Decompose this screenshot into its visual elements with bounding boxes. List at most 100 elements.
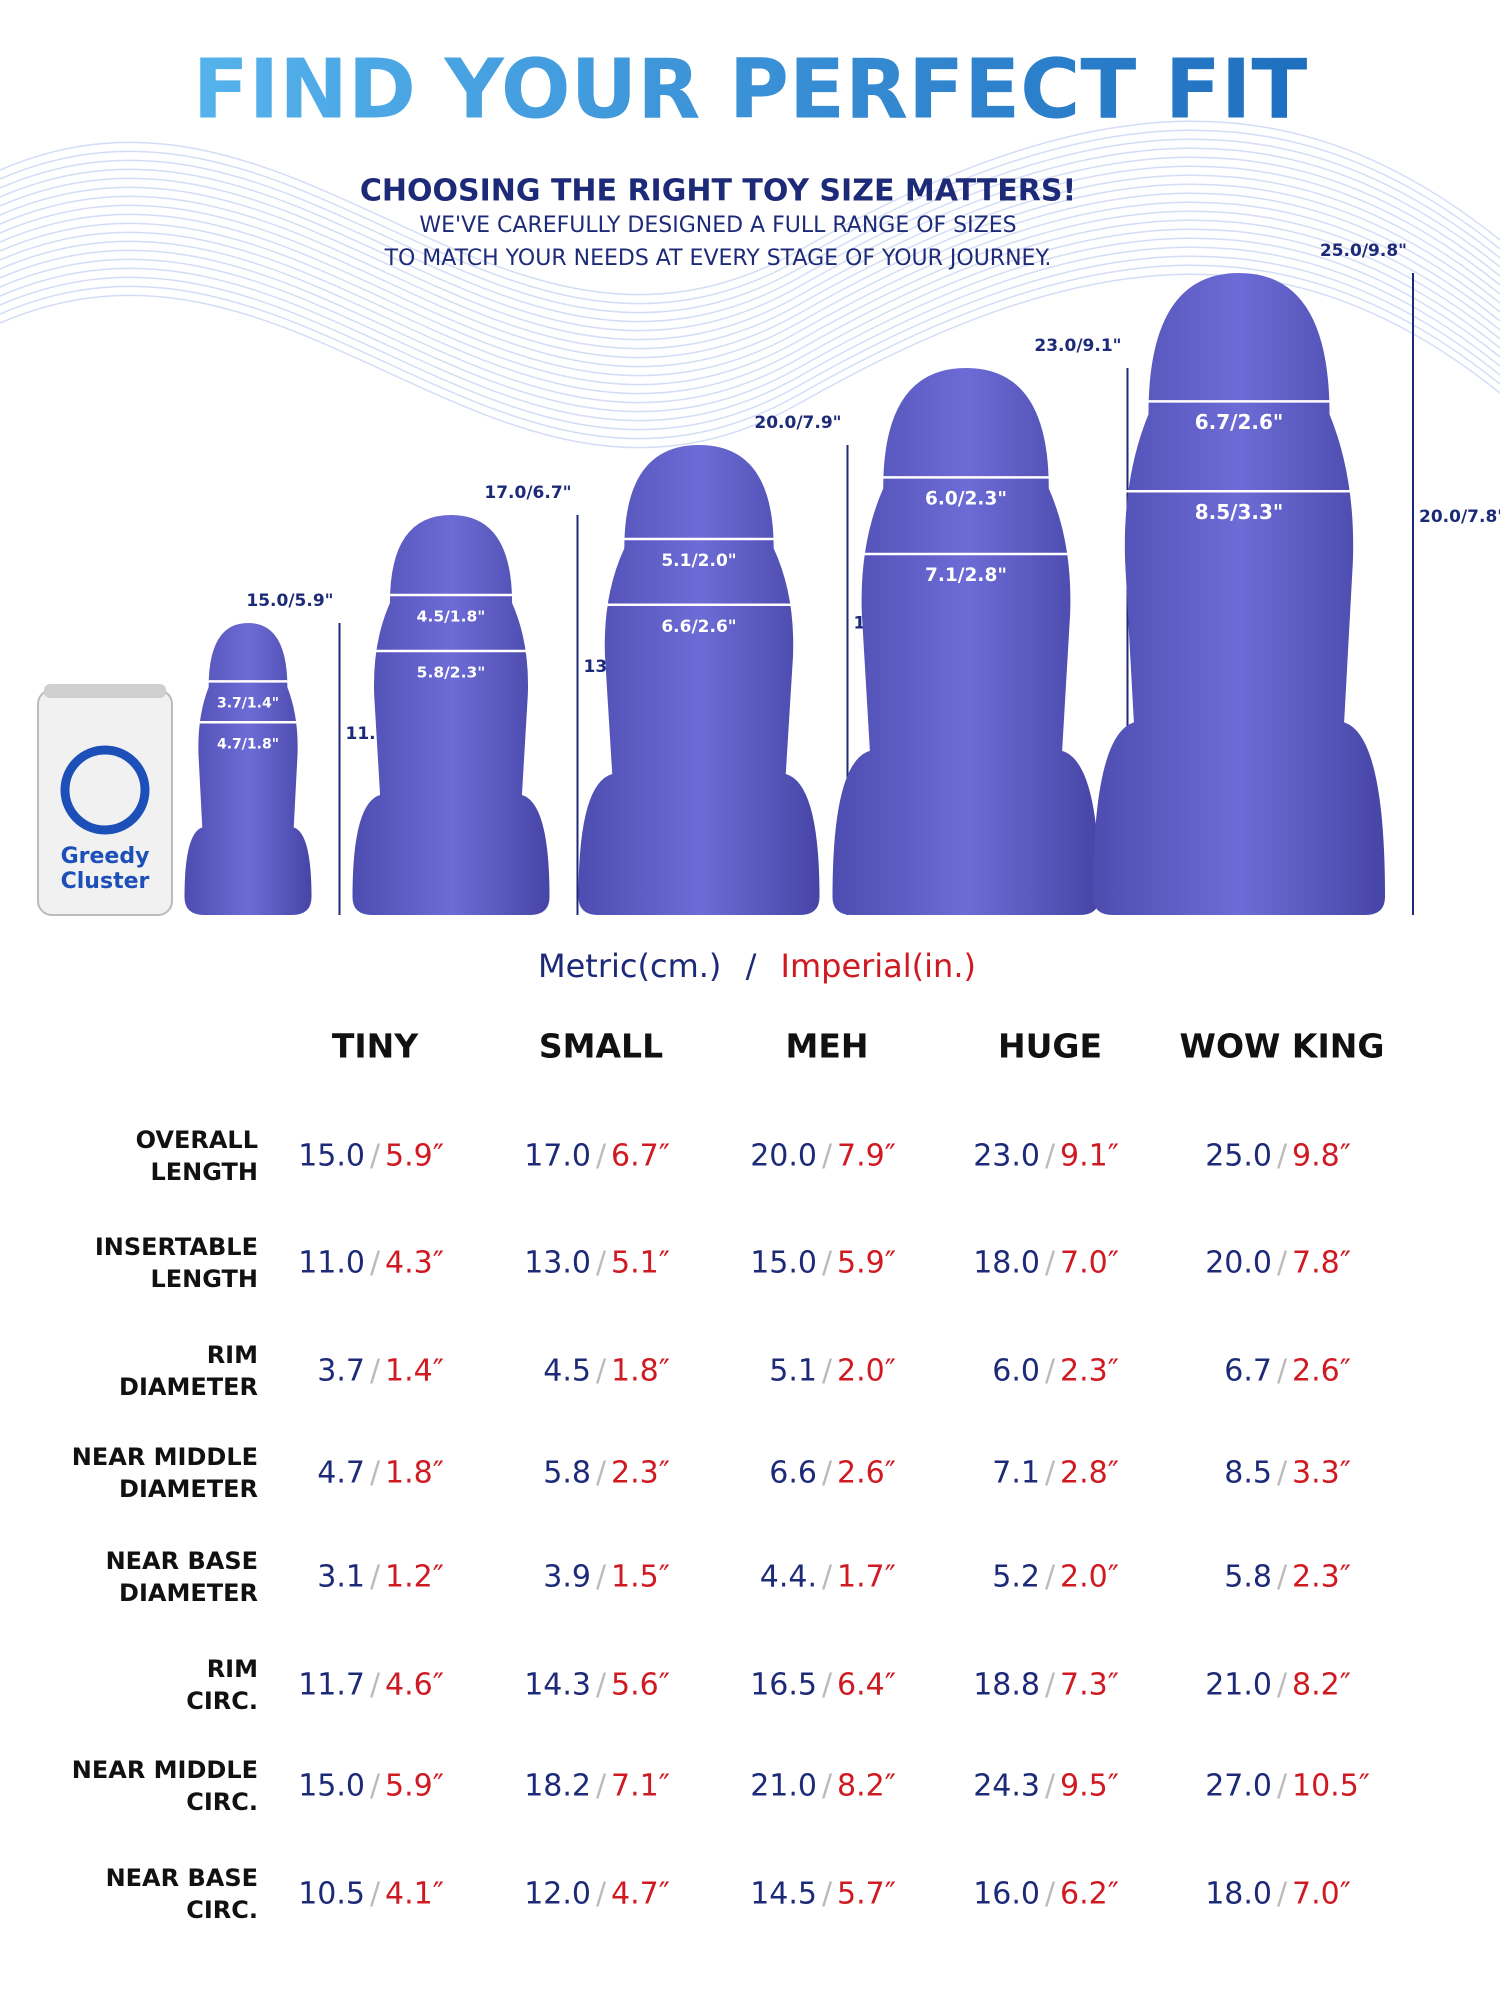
imperial-value: 5.9″ bbox=[837, 1246, 896, 1281]
product-shape bbox=[184, 623, 312, 915]
value-separator: / bbox=[822, 1139, 833, 1174]
metric-value: 21.0 bbox=[750, 1769, 817, 1804]
row-label: DIAMETER bbox=[119, 1579, 258, 1607]
rim-label: 5.1/2.0" bbox=[661, 551, 736, 571]
metric-value: 13.0 bbox=[524, 1246, 591, 1281]
imperial-value: 1.5″ bbox=[611, 1560, 670, 1595]
imperial-value: 4.1″ bbox=[385, 1877, 444, 1912]
metric-value: 15.0 bbox=[750, 1246, 817, 1281]
row-label: NEAR MIDDLE bbox=[72, 1443, 258, 1471]
imperial-value: 2.3″ bbox=[1060, 1354, 1119, 1389]
value-separator: / bbox=[1045, 1668, 1056, 1703]
wave-line bbox=[0, 138, 1500, 314]
metric-value: 18.2 bbox=[524, 1769, 591, 1804]
imperial-value: 8.2″ bbox=[1292, 1668, 1351, 1703]
value-separator: / bbox=[1045, 1246, 1056, 1281]
metric-value: 5.8 bbox=[543, 1456, 591, 1491]
value-separator: / bbox=[1277, 1354, 1288, 1389]
product-shape bbox=[832, 368, 1100, 915]
metric-value: 3.9 bbox=[543, 1560, 591, 1595]
metric-value: 6.0 bbox=[992, 1354, 1040, 1389]
imperial-value: 2.0″ bbox=[1060, 1560, 1119, 1595]
imperial-value: 5.7″ bbox=[837, 1877, 896, 1912]
wave-background bbox=[0, 120, 1500, 449]
metric-value: 5.1 bbox=[769, 1354, 817, 1389]
metric-value: 18.8 bbox=[973, 1668, 1040, 1703]
column-header: WOW KING bbox=[1180, 1027, 1385, 1066]
metric-value: 16.5 bbox=[750, 1668, 817, 1703]
overall-label: 17.0/6.7" bbox=[484, 483, 571, 503]
imperial-value: 7.3″ bbox=[1060, 1668, 1119, 1703]
rim-label: 6.0/2.3" bbox=[925, 488, 1007, 509]
value-separator: / bbox=[596, 1246, 607, 1281]
imperial-value: 1.4″ bbox=[385, 1354, 444, 1389]
metric-value: 5.2 bbox=[992, 1560, 1040, 1595]
row-label: LENGTH bbox=[150, 1265, 258, 1293]
value-separator: / bbox=[370, 1877, 381, 1912]
metric-value: 6.7 bbox=[1224, 1354, 1272, 1389]
overall-label: 23.0/9.1" bbox=[1034, 336, 1121, 356]
wave-line bbox=[0, 255, 1500, 431]
metric-value: 18.0 bbox=[973, 1246, 1040, 1281]
value-separator: / bbox=[596, 1456, 607, 1491]
row-label: NEAR MIDDLE bbox=[72, 1756, 258, 1784]
value-separator: / bbox=[1277, 1246, 1288, 1281]
imperial-value: 4.7″ bbox=[611, 1877, 670, 1912]
wave-line bbox=[0, 183, 1500, 359]
row-label: NEAR BASE bbox=[106, 1864, 258, 1892]
product-shape bbox=[578, 445, 820, 915]
wave-line bbox=[0, 129, 1500, 305]
imperial-value: 2.3″ bbox=[1292, 1560, 1351, 1595]
metric-value: 18.0 bbox=[1205, 1877, 1272, 1912]
overall-label: 20.0/7.9" bbox=[754, 413, 841, 433]
can-logo bbox=[60, 745, 150, 835]
wave-line bbox=[0, 264, 1500, 440]
middle-label: 8.5/3.3" bbox=[1195, 500, 1284, 524]
value-separator: / bbox=[1277, 1668, 1288, 1703]
value-separator: / bbox=[822, 1560, 833, 1595]
imperial-value: 2.8″ bbox=[1060, 1456, 1119, 1491]
wave-line bbox=[0, 201, 1500, 377]
metric-value: 8.5 bbox=[1224, 1456, 1272, 1491]
value-separator: / bbox=[1277, 1139, 1288, 1174]
column-header: SMALL bbox=[539, 1027, 663, 1066]
value-separator: / bbox=[370, 1560, 381, 1595]
middle-label: 6.6/2.6" bbox=[661, 617, 736, 637]
value-separator: / bbox=[822, 1354, 833, 1389]
value-separator: / bbox=[822, 1668, 833, 1703]
row-label: RIM bbox=[207, 1341, 258, 1369]
row-label: LENGTH bbox=[150, 1158, 258, 1186]
imperial-value: 5.9″ bbox=[385, 1769, 444, 1804]
imperial-value: 7.1″ bbox=[611, 1769, 670, 1804]
value-separator: / bbox=[822, 1769, 833, 1804]
value-separator: / bbox=[596, 1877, 607, 1912]
rim-label: 3.7/1.4" bbox=[217, 695, 279, 711]
imperial-value: 1.8″ bbox=[385, 1456, 444, 1491]
metric-value: 25.0 bbox=[1205, 1139, 1272, 1174]
can: Greedy Cluster bbox=[37, 684, 173, 916]
product-shape bbox=[1093, 273, 1385, 915]
value-separator: / bbox=[370, 1668, 381, 1703]
can-brand: Cluster bbox=[61, 869, 150, 894]
units-separator: / bbox=[746, 947, 757, 985]
imperial-value: 1.2″ bbox=[385, 1560, 444, 1595]
row-label: OVERALL bbox=[136, 1126, 258, 1154]
middle-label: 7.1/2.8" bbox=[925, 565, 1007, 586]
value-separator: / bbox=[1277, 1560, 1288, 1595]
value-separator: / bbox=[370, 1139, 381, 1174]
imperial-value: 8.2″ bbox=[837, 1769, 896, 1804]
row-label: CIRC. bbox=[186, 1896, 258, 1924]
wave-line bbox=[0, 273, 1500, 449]
metric-value: 20.0 bbox=[750, 1139, 817, 1174]
value-separator: / bbox=[596, 1139, 607, 1174]
units-legend: Metric(cm.) / Imperial(in.) bbox=[538, 947, 976, 985]
row-label: NEAR BASE bbox=[106, 1547, 258, 1575]
value-separator: / bbox=[1045, 1560, 1056, 1595]
metric-value: 15.0 bbox=[298, 1139, 365, 1174]
rim-label: 4.5/1.8" bbox=[417, 608, 486, 626]
metric-value: 7.1 bbox=[992, 1456, 1040, 1491]
value-separator: / bbox=[1045, 1139, 1056, 1174]
metric-value: 17.0 bbox=[524, 1139, 591, 1174]
metric-value: 6.6 bbox=[769, 1456, 817, 1491]
value-separator: / bbox=[1045, 1354, 1056, 1389]
